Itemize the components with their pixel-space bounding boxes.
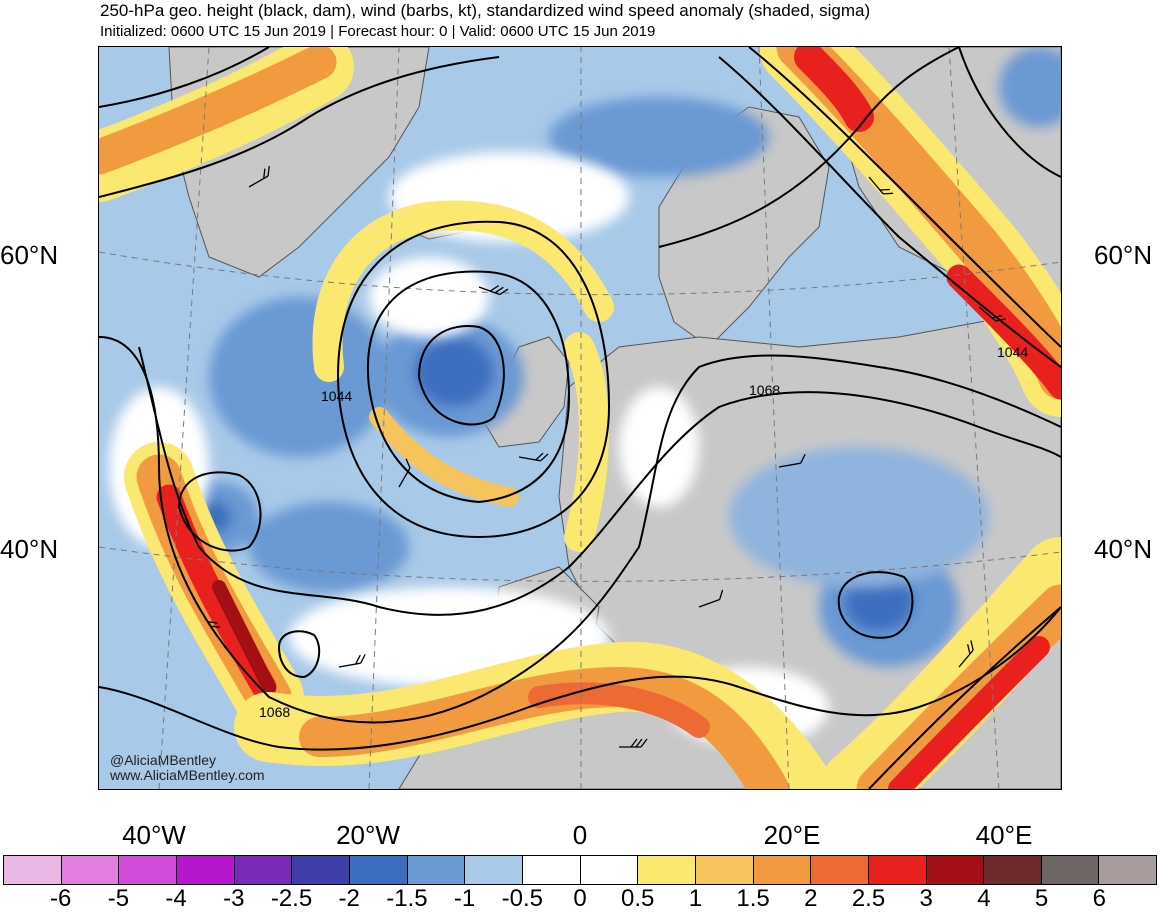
contour-north-1 [99,56,500,198]
contour-1056 [138,346,1061,616]
colorbar-swatch [868,856,927,884]
map-canvas: 1044 1068 1044 1068 [99,47,1061,789]
colorbar-swatch [1041,856,1100,884]
contour-ring-2 [366,270,571,504]
lat-label-60n-left: 60°N [0,240,59,270]
contour-mid-east [658,47,960,248]
lat-label-60n-right: 60°N [1094,240,1153,270]
lat-label-40n-right: 40°N [1094,534,1153,564]
colorbar-tick-label: -6 [50,885,72,912]
colorbar-swatch [292,856,350,884]
colorbar-tick-label: 0 [573,885,587,912]
colorbar-tick-label: -0.5 [501,885,543,912]
colorbar-swatch [580,856,639,884]
colorbar-swatch [407,856,466,884]
colorbar-swatch [926,856,985,884]
contour-low-center [417,325,505,426]
colorbar-tick-label: -1.5 [386,885,428,912]
colorbar-swatch [1099,856,1157,884]
lon-label-0: 0 [572,820,588,850]
lon-label-20w: 20°W [336,820,400,850]
colorbar-tick-label: 0.5 [621,885,655,912]
chart-title: 250-hPa geo. height (black, dam), wind (… [100,1,871,20]
colorbar-swatch [695,856,754,884]
contour-label-1044-east: 1044 [997,344,1028,360]
contour-label-1044-west: 1044 [321,388,352,404]
lon-label-40e: 40°E [975,820,1033,850]
colorbar-tick-label: 2 [804,885,818,912]
credit-handle: @AliciaMBentley [110,752,217,768]
colorbar-tick-label: 2.5 [851,885,886,912]
contour-label-1068-central: 1068 [749,382,780,398]
negative-anomalies [179,47,1061,667]
wind-barbs [198,165,1006,748]
colorbar-swatch [811,856,869,884]
colorbar-swatch [753,856,812,884]
lon-label-20e: 20°E [763,820,821,850]
contour-label-1068-southwest: 1068 [259,704,290,720]
colorbar-swatch [119,856,177,884]
colorbar-swatch [61,856,120,884]
contour-north-2 [99,47,270,108]
colorbar-swatch [465,856,523,884]
lat-label-40n-left: 40°N [0,534,59,564]
colorbar-tick-label: 3 [919,885,933,912]
lon-label-40w: 40°W [122,820,186,850]
colorbar-tick-label: 5 [1034,885,1049,912]
contour-jet-ne-1 [748,47,1061,348]
colorbar-swatch [522,856,581,884]
contour-ring-3 [337,220,611,539]
colorbar [3,855,1157,885]
colorbar-tick-label: -3 [223,885,245,912]
colorbar-swatch [234,856,293,884]
colorbar-tick-label: -4 [165,885,187,912]
colorbar-tick-label: -2 [338,885,360,912]
colorbar-swatch [176,856,235,884]
contour-labels: 1044 1068 1044 1068 [259,344,1028,720]
colorbar-tick-label: -5 [107,885,130,912]
colorbar-tick-label: 1.5 [736,885,770,912]
contour-jet-ne-2 [718,56,1061,368]
contour-1068-south [99,606,1061,751]
colorbar-swatch [638,856,696,884]
contour-cutoff-small [277,630,321,679]
height-contours [99,47,1061,789]
graticule [99,47,1061,789]
colorbar-tick-label: -2.5 [270,885,313,912]
colorbar-swatch [984,856,1042,884]
contour-ne-ring [958,47,1061,178]
colorbar-tick-label: 4 [977,885,991,912]
contour-1044-south [99,336,1061,724]
colorbar-tick-label: -1 [453,885,476,912]
contour-cutoff-west [177,471,262,552]
map-panel: 1044 1068 1044 1068 [98,46,1062,790]
chart-subtitle: Initialized: 0600 UTC 15 Jun 2019 | Fore… [100,23,656,40]
colorbar-swatch [4,856,62,884]
colorbar-tick-label: 1 [688,885,703,912]
colorbar-tick-label: 6 [1092,885,1106,912]
contour-cutoff-east [837,571,914,639]
contour-jet-se [868,606,1061,789]
credit-website: www.AliciaMBentley.com [110,767,265,783]
colorbar-swatch [349,856,408,884]
